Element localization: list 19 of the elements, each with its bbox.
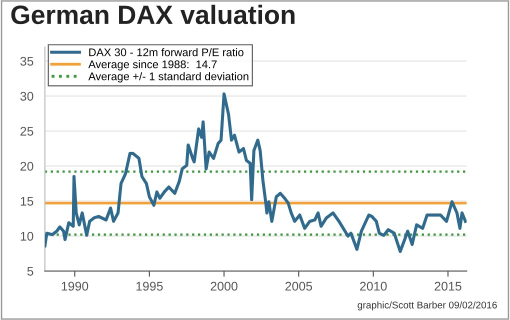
text: graphic/Scott Barber 09/02/2016 bbox=[358, 301, 497, 310]
y-tick-label: 10 bbox=[20, 232, 34, 241]
legend-label: Average +/- 1 standard deviation bbox=[88, 72, 248, 82]
y-tick-label: 25 bbox=[20, 126, 34, 136]
line-series bbox=[44, 92, 467, 253]
y-tick-label: 30 bbox=[20, 92, 34, 101]
x-tick-label: 2000 bbox=[210, 282, 238, 291]
y-tick-label: 5 bbox=[27, 266, 34, 276]
x-tick-label: 2010 bbox=[360, 282, 387, 291]
x-tick-label: 2015 bbox=[434, 282, 462, 291]
x-tick-label: 1995 bbox=[136, 282, 163, 291]
legend-label: Average since 1988: 14.7 bbox=[88, 60, 217, 70]
x-tick-label: 2005 bbox=[285, 282, 312, 291]
legend-label: DAX 30 - 12m forward P/E ratio bbox=[89, 48, 244, 56]
y-tick-label: 35 bbox=[20, 56, 34, 66]
chart-title: German DAX valuation bbox=[11, 4, 295, 24]
y-tick-label: 15 bbox=[20, 196, 34, 206]
x-tick-label: 1990 bbox=[62, 282, 88, 291]
y-tick-label: 20 bbox=[20, 162, 34, 171]
